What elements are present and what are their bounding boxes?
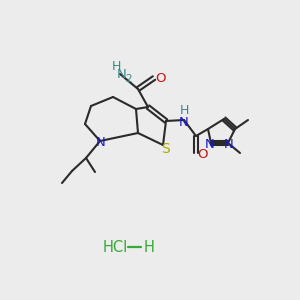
Text: N: N — [205, 137, 215, 151]
Text: H: H — [111, 59, 121, 73]
Text: N: N — [179, 116, 189, 128]
Text: N: N — [224, 137, 234, 151]
Text: 2: 2 — [126, 74, 132, 84]
Text: N: N — [117, 68, 127, 82]
Text: H: H — [144, 239, 154, 254]
Text: O: O — [198, 148, 208, 160]
Text: HCl: HCl — [102, 239, 128, 254]
Text: S: S — [160, 142, 169, 156]
Text: O: O — [155, 73, 165, 85]
Text: N: N — [96, 136, 106, 148]
Text: H: H — [179, 103, 189, 116]
